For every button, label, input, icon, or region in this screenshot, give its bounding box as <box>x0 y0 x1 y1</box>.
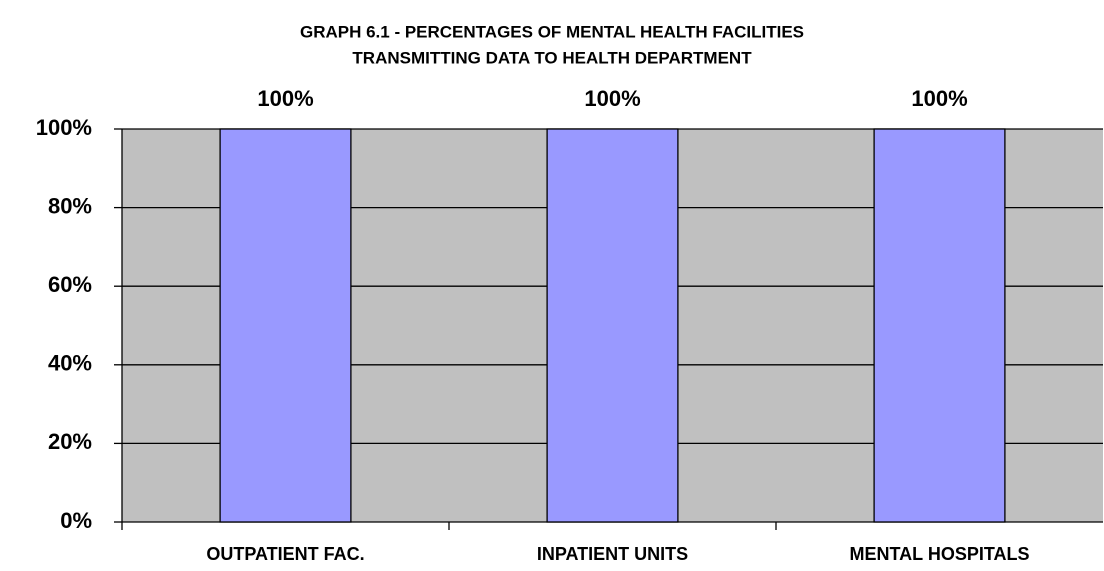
chart-title: TRANSMITTING DATA TO HEALTH DEPARTMENT <box>352 48 752 67</box>
y-tick-label: 40% <box>48 351 92 376</box>
x-tick-label: MENTAL HOSPITALS <box>850 544 1030 564</box>
chart-title: GRAPH 6.1 - PERCENTAGES OF MENTAL HEALTH… <box>300 22 804 41</box>
y-tick-label: 100% <box>36 115 92 140</box>
x-tick-label: INPATIENT UNITS <box>537 544 688 564</box>
bar <box>546 128 679 523</box>
y-tick-label: 0% <box>60 508 92 533</box>
value-label: 100% <box>257 86 313 111</box>
x-tick-label: OUTPATIENT FAC. <box>206 544 364 564</box>
bar <box>873 128 1006 523</box>
value-label: 100% <box>584 86 640 111</box>
bar <box>219 128 352 523</box>
y-tick-label: 20% <box>48 429 92 454</box>
value-label: 100% <box>911 86 967 111</box>
y-tick-label: 60% <box>48 272 92 297</box>
y-tick-label: 80% <box>48 193 92 218</box>
